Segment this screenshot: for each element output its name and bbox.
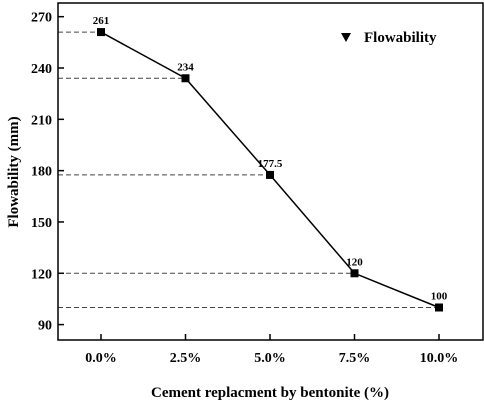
data-point (97, 28, 105, 37)
y-tick-label: 240 (31, 62, 52, 77)
data-label: 234 (177, 61, 194, 73)
data-label: 261 (93, 15, 110, 27)
data-label: 177.5 (258, 158, 283, 170)
y-tick-label: 150 (31, 216, 52, 231)
data-point (181, 74, 190, 83)
series-flowability (97, 28, 443, 312)
data-label: 100 (431, 290, 448, 302)
x-tick-label: 2.5% (170, 351, 202, 366)
data-point (266, 170, 274, 179)
x-tick-label: 10.0% (420, 351, 459, 366)
legend: Flowability (341, 30, 437, 46)
data-labels: 261 234 177.5 120 100 (93, 15, 448, 302)
x-axis-label: Cement replacment by bentonite (%) (151, 385, 389, 401)
legend-label: Flowability (364, 30, 437, 46)
legend-marker (341, 33, 351, 42)
data-point (435, 303, 443, 312)
x-tick-label: 7.5% (339, 351, 371, 366)
y-axis-label: Flowability (mm) (6, 116, 22, 227)
data-point (350, 269, 359, 278)
y-tick-label: 180 (31, 165, 52, 180)
y-tick-label: 270 (31, 11, 52, 26)
reference-lines (58, 31, 439, 308)
x-tick-label: 0.0% (85, 351, 117, 366)
x-tick-label: 5.0% (254, 351, 286, 366)
y-tick-label: 120 (31, 267, 52, 282)
y-tick-label: 210 (31, 113, 52, 128)
data-label: 120 (346, 256, 363, 268)
y-tick-label: 90 (38, 319, 52, 334)
axis-ticks: 90 120 150 180 210 240 270 0.0% 2.5% 5.0% 7.5% 10.0… (31, 11, 458, 366)
